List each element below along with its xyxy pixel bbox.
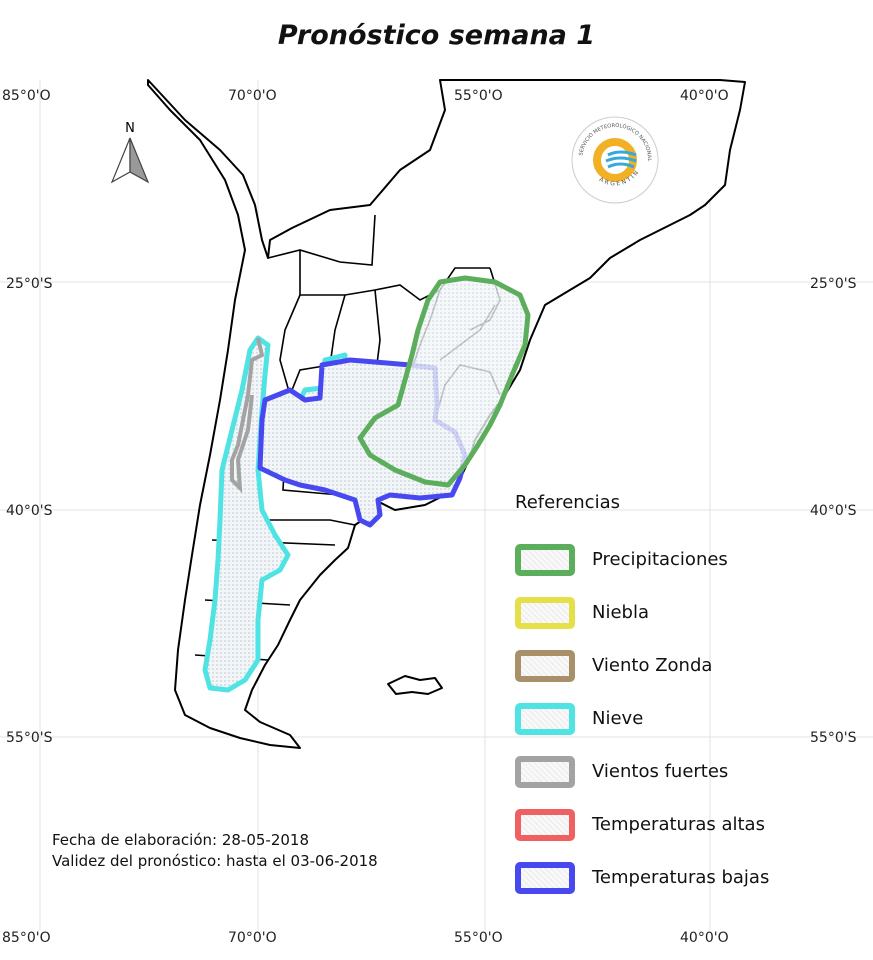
legend-title: Referencias — [515, 492, 620, 513]
legend-label: Precipitaciones — [592, 549, 728, 570]
lat-label-left-40: 40°0'S — [6, 503, 53, 519]
legend-label: Vientos fuertes — [592, 761, 729, 782]
legend-swatch — [515, 543, 575, 576]
map-title: Pronóstico semana 1 — [277, 20, 596, 51]
north-arrow: N — [108, 120, 152, 186]
validez-pronostico: Validez del pronóstico: hasta el 03-06-2… — [52, 852, 378, 870]
lon-label-top-85: 85°0'O — [2, 88, 51, 104]
legend-item: Temperaturas bajas — [515, 851, 769, 904]
lon-label-bottom-85: 85°0'O — [2, 930, 51, 946]
legend-label: Nieve — [592, 708, 644, 729]
legend-label: Temperaturas altas — [592, 814, 765, 835]
footer: Fecha de elaboración: 28-05-2018 Validez… — [52, 830, 378, 872]
legend-item: Precipitaciones — [515, 533, 769, 586]
lon-label-bottom-70: 70°0'O — [228, 930, 277, 946]
lon-label-top-40: 40°0'O — [680, 88, 729, 104]
lon-label-top-70: 70°0'O — [228, 88, 277, 104]
lon-label-bottom-55: 55°0'O — [454, 930, 503, 946]
lat-label-left-25: 25°0'S — [6, 276, 53, 292]
lat-label-right-40: 40°0'S — [810, 503, 857, 519]
zone-precipitaciones — [357, 275, 531, 488]
legend-item: Temperaturas altas — [515, 798, 769, 851]
smn-logo-icon: SERVICIO METEOROLÓGICO NACIONAL ARGENTIN… — [567, 110, 659, 204]
lat-label-right-25: 25°0'S — [810, 276, 857, 292]
zone-vientos-fuertes — [230, 337, 265, 494]
fecha-elaboracion: Fecha de elaboración: 28-05-2018 — [52, 831, 310, 849]
lon-label-top-55: 55°0'O — [454, 88, 503, 104]
legend: Referencias Precipitaciones Niebla Viento … — [515, 492, 769, 904]
legend-label: Viento Zonda — [592, 655, 713, 676]
legend-item: Viento Zonda — [515, 639, 769, 692]
legend-swatch — [515, 861, 575, 894]
lat-label-right-55: 55°0'S — [810, 730, 857, 746]
lon-label-bottom-40: 40°0'O — [680, 930, 729, 946]
legend-swatch — [515, 755, 575, 788]
malvinas-islands — [387, 675, 443, 695]
legend-swatch — [515, 808, 575, 841]
legend-item: Nieve — [515, 692, 769, 745]
legend-swatch — [515, 702, 575, 735]
legend-item: Vientos fuertes — [515, 745, 769, 798]
legend-label: Temperaturas bajas — [592, 867, 770, 888]
lat-label-left-55: 55°0'S — [6, 730, 53, 746]
north-arrow-label: N — [125, 121, 135, 136]
smn-logo: SERVICIO METEOROLÓGICO NACIONAL ARGENTIN… — [567, 110, 660, 205]
legend-label: Niebla — [592, 602, 649, 623]
legend-items: Precipitaciones Niebla Viento Zonda Nieve Vi… — [515, 533, 769, 904]
legend-item: Niebla — [515, 586, 769, 639]
north-arrow-icon: N — [110, 121, 150, 184]
legend-swatch — [515, 649, 575, 682]
legend-swatch — [515, 596, 575, 629]
